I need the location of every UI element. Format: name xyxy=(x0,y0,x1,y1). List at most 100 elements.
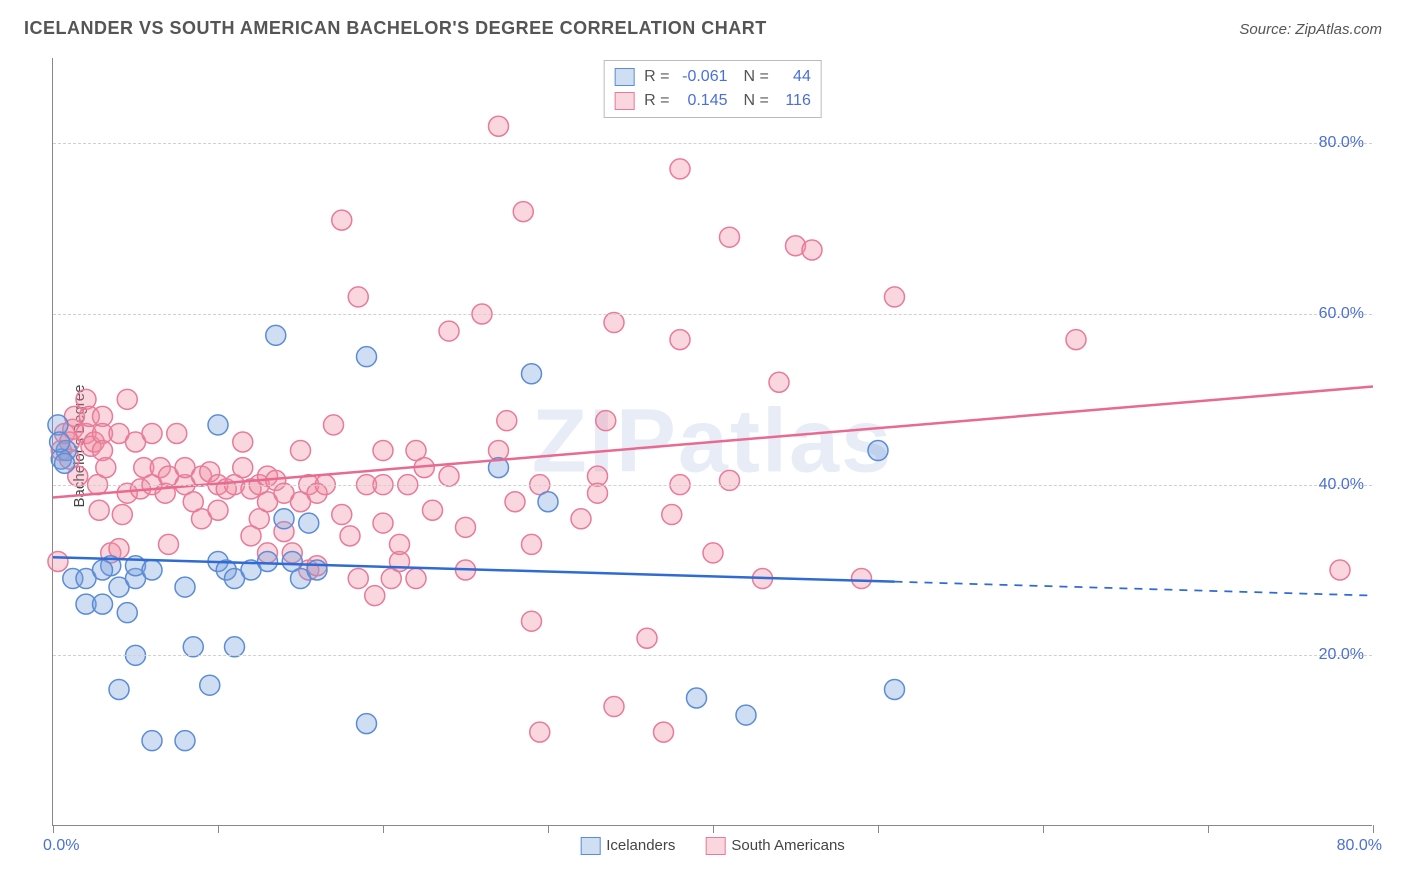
data-point-south_americans xyxy=(130,479,150,499)
data-point-south_americans xyxy=(93,423,113,443)
data-point-icelanders xyxy=(868,441,888,461)
data-point-south_americans xyxy=(258,492,278,512)
data-point-icelanders xyxy=(55,453,75,473)
data-point-icelanders xyxy=(56,441,76,461)
data-point-south_americans xyxy=(79,406,99,426)
data-point-south_americans xyxy=(299,560,319,580)
data-point-south_americans xyxy=(307,483,327,503)
data-point-south_americans xyxy=(109,423,129,443)
data-point-icelanders xyxy=(208,415,228,435)
chart-svg-layer xyxy=(53,58,1373,826)
data-point-icelanders xyxy=(282,551,302,571)
data-point-icelanders xyxy=(357,347,377,367)
data-point-south_americans xyxy=(183,492,203,512)
plot-area: ZIPatlas R = -0.061 N = 44 R = 0.145 N =… xyxy=(52,58,1372,826)
data-point-south_americans xyxy=(167,423,187,443)
data-point-south_americans xyxy=(406,441,426,461)
r-value-south-americans: 0.145 xyxy=(676,92,728,110)
stats-row-south-americans: R = 0.145 N = 116 xyxy=(614,89,811,113)
trend-line-south_americans xyxy=(53,387,1373,498)
data-point-south_americans xyxy=(282,543,302,563)
data-point-south_americans xyxy=(208,500,228,520)
legend-item-south-americans: South Americans xyxy=(705,837,844,855)
data-point-south_americans xyxy=(274,522,294,542)
legend-swatch-south-americans xyxy=(705,837,725,855)
x-tick xyxy=(53,825,54,833)
data-point-south_americans xyxy=(84,432,104,452)
data-point-south_americans xyxy=(76,423,96,443)
data-point-south_americans xyxy=(571,509,591,529)
data-point-icelanders xyxy=(538,492,558,512)
data-point-south_americans xyxy=(489,441,509,461)
y-tick-label: 80.0% xyxy=(1309,134,1364,152)
data-point-south_americans xyxy=(155,483,175,503)
y-tick-label: 20.0% xyxy=(1309,646,1364,664)
data-point-icelanders xyxy=(258,551,278,571)
data-point-south_americans xyxy=(200,462,220,482)
x-tick xyxy=(383,825,384,833)
data-point-south_americans xyxy=(885,287,905,307)
data-point-south_americans xyxy=(769,372,789,392)
data-point-icelanders xyxy=(241,560,261,580)
data-point-icelanders xyxy=(687,688,707,708)
data-point-south_americans xyxy=(703,543,723,563)
data-point-south_americans xyxy=(142,423,162,443)
x-tick-label-max: 80.0% xyxy=(1337,837,1382,855)
r-value-icelanders: -0.061 xyxy=(676,68,728,86)
data-point-icelanders xyxy=(109,679,129,699)
data-point-south_americans xyxy=(1330,560,1350,580)
source-link[interactable]: ZipAtlas.com xyxy=(1295,21,1382,38)
data-point-south_americans xyxy=(48,551,68,571)
data-point-south_americans xyxy=(332,210,352,230)
data-point-icelanders xyxy=(76,594,96,614)
source-prefix: Source: xyxy=(1239,21,1295,38)
data-point-icelanders xyxy=(357,714,377,734)
data-point-south_americans xyxy=(89,500,109,520)
data-point-south_americans xyxy=(216,479,236,499)
data-point-south_americans xyxy=(266,470,286,490)
data-point-south_americans xyxy=(324,415,344,435)
data-point-south_americans xyxy=(291,492,311,512)
data-point-icelanders xyxy=(307,560,327,580)
data-point-south_americans xyxy=(274,483,294,503)
x-tick xyxy=(1208,825,1209,833)
n-value-south-americans: 116 xyxy=(775,92,811,110)
data-point-south_americans xyxy=(489,116,509,136)
data-point-icelanders xyxy=(93,594,113,614)
n-label: N = xyxy=(744,92,769,110)
data-point-icelanders xyxy=(225,569,245,589)
x-tick xyxy=(1043,825,1044,833)
data-point-south_americans xyxy=(258,543,278,563)
data-point-icelanders xyxy=(489,458,509,478)
stats-box: R = -0.061 N = 44 R = 0.145 N = 116 xyxy=(603,60,822,118)
data-point-south_americans xyxy=(406,569,426,589)
data-point-south_americans xyxy=(159,466,179,486)
data-point-south_americans xyxy=(654,722,674,742)
data-point-south_americans xyxy=(637,628,657,648)
data-point-south_americans xyxy=(93,441,113,461)
data-point-south_americans xyxy=(720,470,740,490)
data-point-icelanders xyxy=(175,577,195,597)
n-label: N = xyxy=(744,68,769,86)
data-point-south_americans xyxy=(76,389,96,409)
data-point-icelanders xyxy=(200,675,220,695)
gridline xyxy=(53,143,1372,144)
trend-line-icelanders xyxy=(53,557,895,581)
data-point-icelanders xyxy=(225,637,245,657)
data-point-south_americans xyxy=(291,441,311,461)
x-tick xyxy=(713,825,714,833)
x-tick xyxy=(878,825,879,833)
data-point-south_americans xyxy=(81,436,101,456)
data-point-south_americans xyxy=(497,411,517,431)
data-point-south_americans xyxy=(522,611,542,631)
data-point-south_americans xyxy=(258,466,278,486)
data-point-icelanders xyxy=(216,560,236,580)
data-point-south_americans xyxy=(390,551,410,571)
data-point-south_americans xyxy=(373,441,393,461)
data-point-south_americans xyxy=(60,432,80,452)
data-point-south_americans xyxy=(332,505,352,525)
data-point-south_americans xyxy=(55,423,75,443)
data-point-icelanders xyxy=(266,325,286,345)
legend-swatch-icelanders xyxy=(580,837,600,855)
data-point-icelanders xyxy=(291,569,311,589)
